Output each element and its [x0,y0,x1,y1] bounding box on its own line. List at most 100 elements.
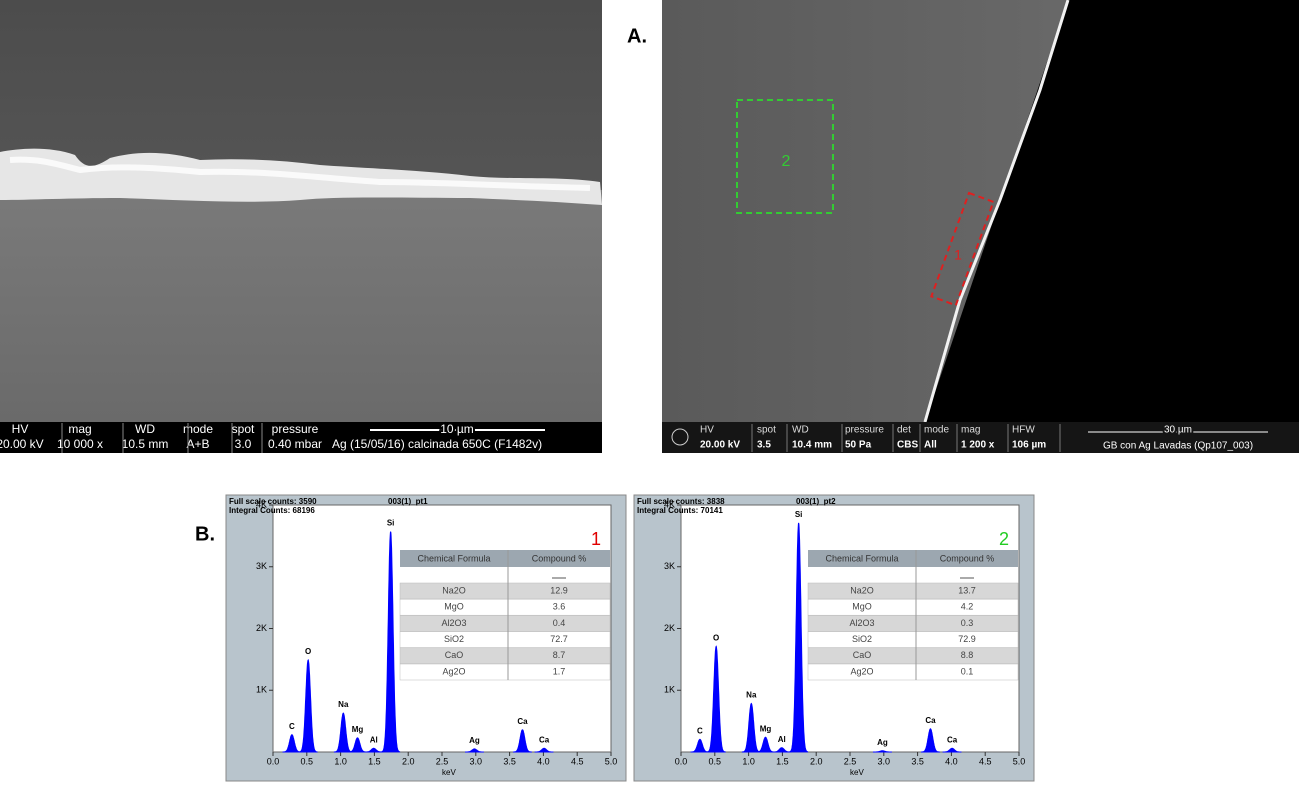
region-label: 2 [782,153,791,170]
peak [364,747,384,753]
formula: Al2O3 [441,618,466,628]
info-value: All [924,440,937,451]
info-header: det [897,425,911,436]
compound-pct: 4.2 [961,602,974,612]
y-tick-label: 4K [256,499,267,509]
peak [789,522,809,753]
sem-left [0,0,602,453]
peak-label: Ca [947,735,958,744]
info-value: 20.00 kV [0,437,44,451]
x-tick-label: 2.0 [810,756,823,766]
info-value: 10 000 x [57,437,103,451]
x-tick-label: 3.5 [911,756,924,766]
peak [513,729,532,753]
info-value: 0.40 mbar [268,437,322,451]
info-header: mag [68,422,91,436]
peak [772,747,792,753]
sem-substrate [0,190,602,422]
table-row [807,598,1019,616]
sample-name: Ag (15/05/16) calcinada 650C (F1482v) [332,437,542,451]
info-header: pressure [845,425,884,436]
info-header: pressure [272,422,319,436]
table-header-text: Chemical Formula [825,553,898,563]
y-tick-label: 2K [256,623,267,633]
table-header [808,550,1018,567]
sem-a [662,0,1299,453]
formula: MgO [852,602,872,612]
compound-pct: 72.9 [958,634,976,644]
info-header: mode [183,422,213,436]
x-tick-label: 4.0 [537,756,550,766]
glass-edge [923,0,1070,423]
peak-label: Ca [925,716,936,725]
peak [690,738,710,753]
compound-pct: 0.4 [553,618,566,628]
peak-label: Al [778,735,786,744]
full-scale: Full scale counts: 3590 [229,497,317,506]
compound-pct: 0.3 [961,618,974,628]
peak [298,658,318,753]
scale-label: 30 µm [1164,425,1192,436]
x-tick-label: 1.5 [368,756,381,766]
peak [348,737,367,753]
peak [873,750,892,753]
peak [381,531,401,753]
peak-label: Mg [760,724,772,733]
table-row [807,615,1019,632]
info-value: 1 200 x [961,440,995,451]
info-value: 106 µm [1012,440,1046,451]
x-tick-label: 0.0 [675,756,688,766]
info-header: WD [792,425,809,436]
full-scale: Full scale counts: 3838 [637,497,725,506]
formula: Ag2O [442,666,465,676]
compound-pct: 0.1 [961,666,974,676]
compound-pct: 8.7 [553,650,566,660]
compound-pct: 12.9 [550,585,568,595]
x-tick-label: 4.5 [979,756,992,766]
ag-film-highlight [9,156,591,191]
panel-label: A. [627,25,647,47]
x-axis-label: keV [442,768,456,777]
info-header: HV [700,425,714,436]
region-box-1 [930,191,995,307]
info-header: WD [135,422,155,436]
formula: Na2O [442,585,466,595]
info-bar [662,422,1299,453]
spectrum-id: 003(1)_pt2 [796,497,836,506]
info-header: spot [232,422,255,436]
compound-pct: 13.7 [958,585,976,595]
info-header: HV [12,422,29,436]
peak [921,728,940,753]
integral: Integral Counts: 68196 [229,506,315,515]
y-tick-label: 2K [664,623,675,633]
table-header-text: Chemical Formula [417,553,490,563]
peak-label: O [713,634,719,643]
x-tick-label: 3.0 [470,756,483,766]
peak-label: C [289,722,295,731]
table-row [399,663,611,681]
y-tick-label: 1K [256,685,267,695]
formula: CaO [445,650,464,660]
peak [942,747,962,753]
peak-label: C [697,726,703,735]
table-row [399,647,611,665]
x-tick-label: 5.0 [605,756,618,766]
sample-name: GB con Ag Lavadas (Qp107_003) [1103,441,1253,452]
formula: SiO2 [852,634,872,644]
compound-pct: 72.7 [550,634,568,644]
table-row [807,663,1019,681]
peak [706,645,726,753]
scale-label: 10 µm [440,422,474,436]
spectrum-number: 2 [999,529,1009,549]
formula: Ag2O [850,666,873,676]
info-header: spot [757,425,776,436]
table-row [399,615,611,632]
peak-label: O [305,647,311,656]
compound-pct: 8.8 [961,650,974,660]
info-value: 3.0 [235,437,252,451]
x-tick-label: 0.0 [267,756,280,766]
info-value: 20.00 kV [700,440,740,451]
